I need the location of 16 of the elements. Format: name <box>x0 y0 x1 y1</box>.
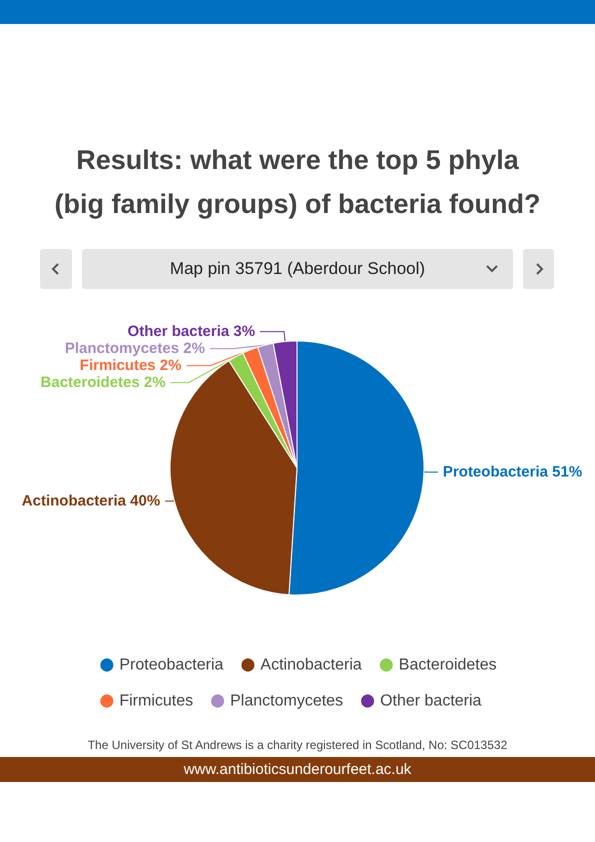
legend-label: Actinobacteria <box>260 656 362 674</box>
legend-label: Planctomycetes <box>230 692 344 710</box>
legend-label: Proteobacteria <box>119 656 224 674</box>
category-label: Bacteroidetes 2% <box>40 374 166 392</box>
category-label: Actinobacteria 40% <box>22 492 160 510</box>
dropdown-field: Map pin 35791 (Aberdour School) <box>82 249 513 289</box>
text: www.antibioticsunderourfeet.ac.uk <box>0 757 595 782</box>
category-label: Other bacteria 3% <box>128 323 256 340</box>
legend-label: Bacteroidetes <box>398 656 497 674</box>
text: The University of St Andrews is a charity registered in Scotland, No: SC013532 <box>86 738 508 752</box>
chart-title: Results: what were the top 5 phyla (big family groups) of bacteria found? <box>54 144 542 221</box>
category-label: Proteobacteria 51% <box>442 464 582 481</box>
category-label: Firmicutes 2% <box>80 357 182 374</box>
legend-label: Other bacteria <box>380 692 482 710</box>
legend-label: Firmicutes <box>119 692 194 710</box>
category-label: Planctomycetes 2% <box>64 340 205 358</box>
